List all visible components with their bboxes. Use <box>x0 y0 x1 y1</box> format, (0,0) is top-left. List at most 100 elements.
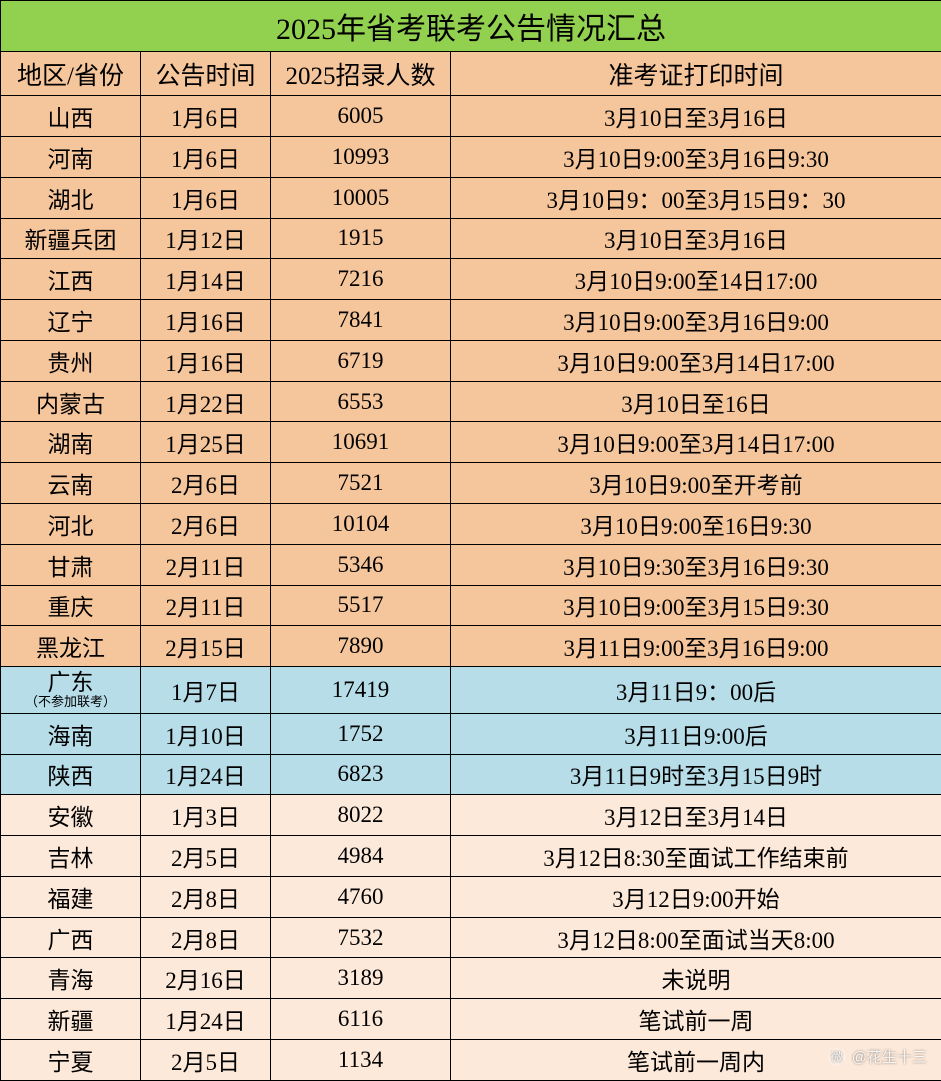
region-name: 广东 <box>48 670 94 695</box>
announce-date-cell: 1月25日 <box>141 422 271 463</box>
announce-date-cell: 1月3日 <box>141 795 271 836</box>
announce-date-cell: 2月6日 <box>141 503 271 544</box>
recruit-count-cell: 7532 <box>271 917 451 958</box>
recruit-count-cell: 5517 <box>271 585 451 626</box>
recruit-count-cell: 3189 <box>271 958 451 999</box>
region-cell: 广东（不参加联考） <box>1 667 141 714</box>
table-row: 福建2月8日47603月12日9:00开始 <box>1 876 941 917</box>
region-cell: 内蒙古 <box>1 381 141 422</box>
print-time-cell: 3月12日8:00至面试当天8:00 <box>451 917 941 958</box>
announce-date-cell: 2月8日 <box>141 876 271 917</box>
print-time-cell: 3月10日9:00至3月16日9:30 <box>451 136 941 177</box>
region-cell: 海南 <box>1 713 141 754</box>
print-time-cell: 3月10日9:00至开考前 <box>451 463 941 504</box>
announce-date-cell: 1月6日 <box>141 177 271 218</box>
announce-date-cell: 2月15日 <box>141 626 271 667</box>
recruit-count-cell: 10691 <box>271 422 451 463</box>
page-title: 2025年省考联考公告情况汇总 <box>1 1 941 52</box>
recruit-count-cell: 7216 <box>271 259 451 300</box>
recruit-count-cell: 5346 <box>271 544 451 585</box>
table-row: 河北2月6日101043月10日9:00至16日9:30 <box>1 503 941 544</box>
announce-date-cell: 2月11日 <box>141 544 271 585</box>
table-row: 陕西1月24日68233月11日9时至3月15日9时 <box>1 754 941 795</box>
exam-summary-table: 2025年省考联考公告情况汇总地区/省份公告时间2025招录人数准考证打印时间山… <box>0 0 941 1081</box>
region-cell: 辽宁 <box>1 300 141 341</box>
announce-date-cell: 2月5日 <box>141 836 271 877</box>
print-time-cell: 3月11日9时至3月15日9时 <box>451 754 941 795</box>
recruit-count-cell: 10005 <box>271 177 451 218</box>
print-time-cell: 3月11日9：00后 <box>451 667 941 714</box>
print-time-cell: 3月10日9：00至3月15日9：30 <box>451 177 941 218</box>
region-cell: 安徽 <box>1 795 141 836</box>
print-time-cell: 3月11日9:00后 <box>451 713 941 754</box>
print-time-cell: 3月10日9:00至3月14日17:00 <box>451 422 941 463</box>
table-row: 辽宁1月16日78413月10日9:00至3月16日9:00 <box>1 300 941 341</box>
recruit-count-cell: 6553 <box>271 381 451 422</box>
announce-date-cell: 1月6日 <box>141 136 271 177</box>
weibo-icon: 微 <box>828 1048 846 1066</box>
table-row: 贵州1月16日67193月10日9:00至3月14日17:00 <box>1 340 941 381</box>
print-time-cell: 3月10日9:00至16日9:30 <box>451 503 941 544</box>
region-cell: 广西 <box>1 917 141 958</box>
region-cell: 湖北 <box>1 177 141 218</box>
region-cell: 吉林 <box>1 836 141 877</box>
table-row: 重庆2月11日55173月10日9:00至3月15日9:30 <box>1 585 941 626</box>
print-time-cell: 3月10日9:30至3月16日9:30 <box>451 544 941 585</box>
announce-date-cell: 2月5日 <box>141 1039 271 1080</box>
recruit-count-cell: 8022 <box>271 795 451 836</box>
region-cell: 新疆兵团 <box>1 218 141 259</box>
print-time-cell: 3月10日至16日 <box>451 381 941 422</box>
announce-date-cell: 2月16日 <box>141 958 271 999</box>
announce-date-cell: 2月6日 <box>141 463 271 504</box>
table-row: 新疆兵团1月12日19153月10日至3月16日 <box>1 218 941 259</box>
recruit-count-cell: 10104 <box>271 503 451 544</box>
table-row: 吉林2月5日49843月12日8:30至面试工作结束前 <box>1 836 941 877</box>
recruit-count-cell: 4984 <box>271 836 451 877</box>
recruit-count-cell: 7890 <box>271 626 451 667</box>
table-row: 广东（不参加联考）1月7日174193月11日9：00后 <box>1 667 941 714</box>
print-time-cell: 3月12日至3月14日 <box>451 795 941 836</box>
region-cell: 河北 <box>1 503 141 544</box>
recruit-count-cell: 1752 <box>271 713 451 754</box>
print-time-cell: 3月10日9:00至14日17:00 <box>451 259 941 300</box>
table-row: 云南2月6日75213月10日9:00至开考前 <box>1 463 941 504</box>
region-note: （不参加联考） <box>5 695 136 709</box>
region-cell: 江西 <box>1 259 141 300</box>
announce-date-cell: 2月11日 <box>141 585 271 626</box>
region-cell: 河南 <box>1 136 141 177</box>
region-cell: 宁夏 <box>1 1039 141 1080</box>
table-container: 2025年省考联考公告情况汇总地区/省份公告时间2025招录人数准考证打印时间山… <box>0 0 941 1081</box>
region-cell: 云南 <box>1 463 141 504</box>
watermark: 微 @花生十三 <box>828 1046 927 1067</box>
recruit-count-cell: 7521 <box>271 463 451 504</box>
table-row: 内蒙古1月22日65533月10日至16日 <box>1 381 941 422</box>
announce-date-cell: 1月10日 <box>141 713 271 754</box>
announce-date-cell: 1月16日 <box>141 300 271 341</box>
recruit-count-cell: 17419 <box>271 667 451 714</box>
region-cell: 湖南 <box>1 422 141 463</box>
print-time-cell: 未说明 <box>451 958 941 999</box>
announce-date-cell: 1月24日 <box>141 754 271 795</box>
region-cell: 黑龙江 <box>1 626 141 667</box>
table-row: 新疆1月24日6116笔试前一周 <box>1 999 941 1040</box>
recruit-count-cell: 4760 <box>271 876 451 917</box>
print-time-cell: 3月12日8:30至面试工作结束前 <box>451 836 941 877</box>
table-row: 甘肃2月11日53463月10日9:30至3月16日9:30 <box>1 544 941 585</box>
region-cell: 甘肃 <box>1 544 141 585</box>
print-time-cell: 3月10日9:00至3月14日17:00 <box>451 340 941 381</box>
column-header: 公告时间 <box>141 52 271 96</box>
table-row: 宁夏2月5日1134笔试前一周内 <box>1 1039 941 1080</box>
table-row: 青海2月16日3189未说明 <box>1 958 941 999</box>
announce-date-cell: 1月6日 <box>141 96 271 137</box>
print-time-cell: 3月12日9:00开始 <box>451 876 941 917</box>
recruit-count-cell: 1915 <box>271 218 451 259</box>
announce-date-cell: 1月7日 <box>141 667 271 714</box>
region-cell: 陕西 <box>1 754 141 795</box>
print-time-cell: 3月10日至3月16日 <box>451 96 941 137</box>
recruit-count-cell: 6719 <box>271 340 451 381</box>
region-cell: 福建 <box>1 876 141 917</box>
region-cell: 重庆 <box>1 585 141 626</box>
print-time-cell: 3月10日9:00至3月16日9:00 <box>451 300 941 341</box>
table-row: 安徽1月3日80223月12日至3月14日 <box>1 795 941 836</box>
table-row: 江西1月14日72163月10日9:00至14日17:00 <box>1 259 941 300</box>
